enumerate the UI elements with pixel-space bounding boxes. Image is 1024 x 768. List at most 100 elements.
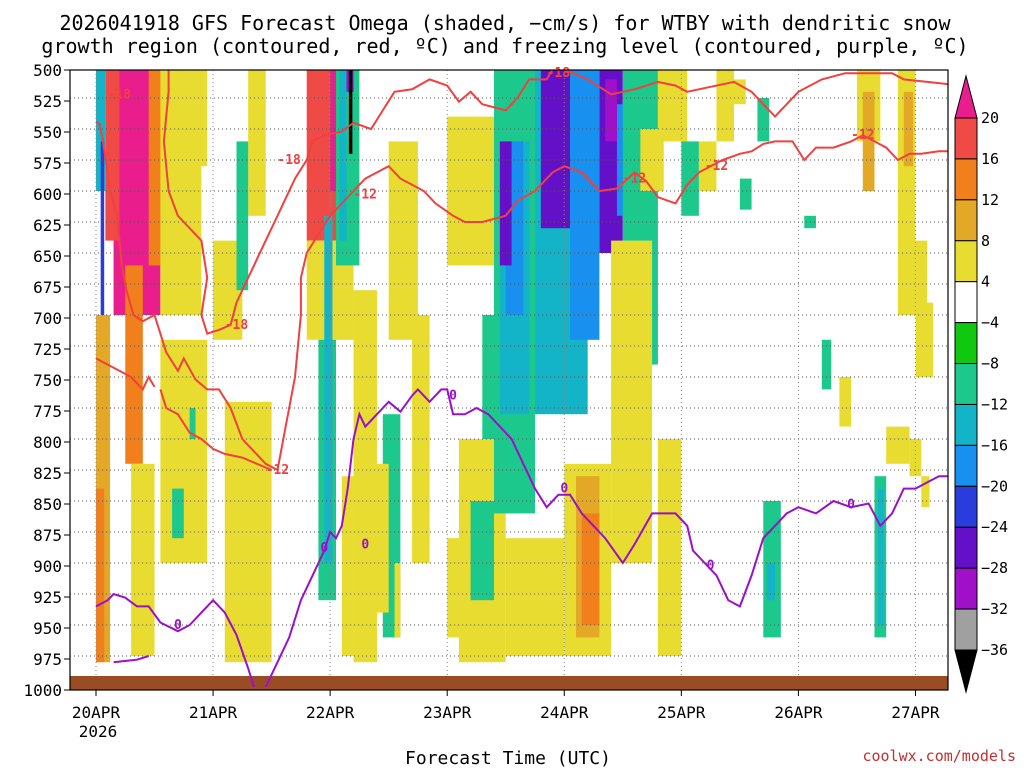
y-tick-label: 1000: [23, 681, 62, 700]
omega-shade-cell: [878, 488, 884, 625]
ground-surface: [70, 676, 948, 690]
y-tick-label: 675: [33, 278, 62, 297]
omega-shade-cell: [581, 513, 600, 625]
colorbar-tick-label: −12: [981, 395, 1008, 413]
omega-shade-cell: [339, 70, 347, 241]
freezing-level-contour: [113, 655, 150, 664]
x-tick-label: 25APR: [657, 703, 706, 722]
omega-shade-cell: [698, 141, 717, 191]
omega-shade-cell: [605, 79, 617, 142]
year-label: 2026: [79, 722, 118, 741]
colorbar-tick-label: −8: [981, 355, 999, 373]
colorbar-bin: [954, 363, 978, 405]
colorbar-bin: [954, 322, 978, 365]
omega-shade-cell: [839, 377, 852, 427]
y-tick-label: 550: [33, 123, 62, 142]
x-tick-label: 22APR: [306, 703, 355, 722]
y-tick-label: 925: [33, 588, 62, 607]
colorbar-tick-label: −16: [981, 436, 1008, 454]
y-tick-label: 725: [33, 340, 62, 359]
colorbar-bin: [954, 485, 978, 528]
colorbar-bottom-triangle: [954, 649, 978, 694]
omega-shade-cell: [739, 178, 752, 210]
red-contour-label: -18: [547, 66, 571, 81]
omega-shade-cell: [570, 70, 600, 340]
red-contour-label: -12: [851, 128, 874, 143]
omega-shade-cell: [540, 70, 571, 229]
omega-shade-cell: [341, 476, 354, 656]
omega-shade-cell: [189, 408, 196, 439]
x-tick-label: 26APR: [774, 703, 823, 722]
y-tick-label: 875: [33, 526, 62, 545]
y-tick-label: 850: [33, 495, 62, 514]
purple-contour-label: 0: [707, 558, 715, 573]
omega-shade-cell: [657, 70, 688, 142]
dgz-temperature-contour: [95, 357, 156, 392]
grid-lines: [70, 70, 948, 690]
omega-shade-cell: [640, 129, 664, 191]
dgz-temperature-contour: [162, 70, 554, 335]
y-tick-label: 775: [33, 402, 62, 421]
omega-shade-cell: [886, 426, 910, 464]
omega-shade-cell: [160, 339, 208, 563]
purple-contour-label: 0: [560, 482, 568, 497]
x-tick-label: 21APR: [189, 703, 238, 722]
omega-shade-cell: [324, 215, 333, 564]
omega-shade-cell: [681, 141, 699, 216]
omega-shade-cell: [915, 302, 934, 377]
omega-shade-cell: [657, 439, 682, 656]
colorbar-tick-label: −32: [981, 600, 1008, 618]
colorbar-bin: [954, 526, 978, 569]
colorbar-bin: [954, 403, 978, 446]
colorbar-bin: [954, 281, 978, 324]
x-tick-label: 20APR: [72, 703, 121, 722]
omega-shade-cell: [394, 563, 401, 638]
colorbar-bin: [954, 158, 978, 201]
omega-shade-cell: [821, 339, 832, 390]
y-tick-label: 950: [33, 619, 62, 638]
freezing-level-contour: [264, 387, 948, 688]
colorbar-bin: [954, 444, 978, 487]
x-tick-label: 27APR: [891, 703, 940, 722]
omega-shade-cell: [862, 91, 875, 191]
omega-shade-cell: [172, 488, 184, 539]
red-contour-label: -12: [354, 188, 377, 203]
colorbar-bin: [954, 240, 978, 283]
colorbar-tick-label: 8: [981, 232, 990, 250]
colorbar-tick-label: 16: [981, 150, 999, 168]
omega-shade-cell: [447, 538, 465, 638]
purple-contour-label: 0: [174, 618, 182, 633]
y-tick-label: 975: [33, 650, 62, 669]
omega-shade-cell: [470, 501, 495, 601]
x-axis-title: Forecast Time (UTC): [405, 748, 611, 768]
omega-shade-cell: [131, 463, 155, 656]
site-credit: coolwx.com/models: [862, 747, 1016, 765]
omega-shade-cell: [348, 70, 353, 154]
omega-shade-cell: [921, 476, 930, 508]
x-tick-label: 24APR: [540, 703, 589, 722]
omega-shade-cell: [505, 538, 565, 656]
chart-title-line-1: 2026041918 GFS Forecast Omega (shaded, −…: [59, 11, 951, 35]
omega-shade-cell: [499, 141, 512, 266]
omega-shade-cell: [100, 141, 105, 315]
y-tick-label: 750: [33, 371, 62, 390]
y-tick-label: 575: [33, 154, 62, 173]
dgz-temperature-contour: [159, 389, 272, 471]
colorbar-top-triangle: [954, 74, 978, 119]
chart-title-line-2: growth region (contoured, red, ºC) and f…: [41, 34, 968, 58]
colorbar-tick-label: 12: [981, 191, 999, 209]
colorbar-tick-label: −20: [981, 477, 1008, 495]
omega-shade-cell: [105, 70, 120, 241]
red-contour-label: -18: [108, 87, 132, 102]
y-tick-label: 900: [33, 557, 62, 576]
colorbar-tick-label: −36: [981, 641, 1008, 659]
red-contour-label: -12: [705, 159, 728, 174]
colorbar-tick-label: −28: [981, 559, 1008, 577]
y-tick-label: 650: [33, 247, 62, 266]
y-tick-label: 500: [33, 61, 62, 80]
y-tick-label: 525: [33, 92, 62, 111]
omega-shade-cell: [177, 70, 208, 167]
y-tick-label: 700: [33, 309, 62, 328]
